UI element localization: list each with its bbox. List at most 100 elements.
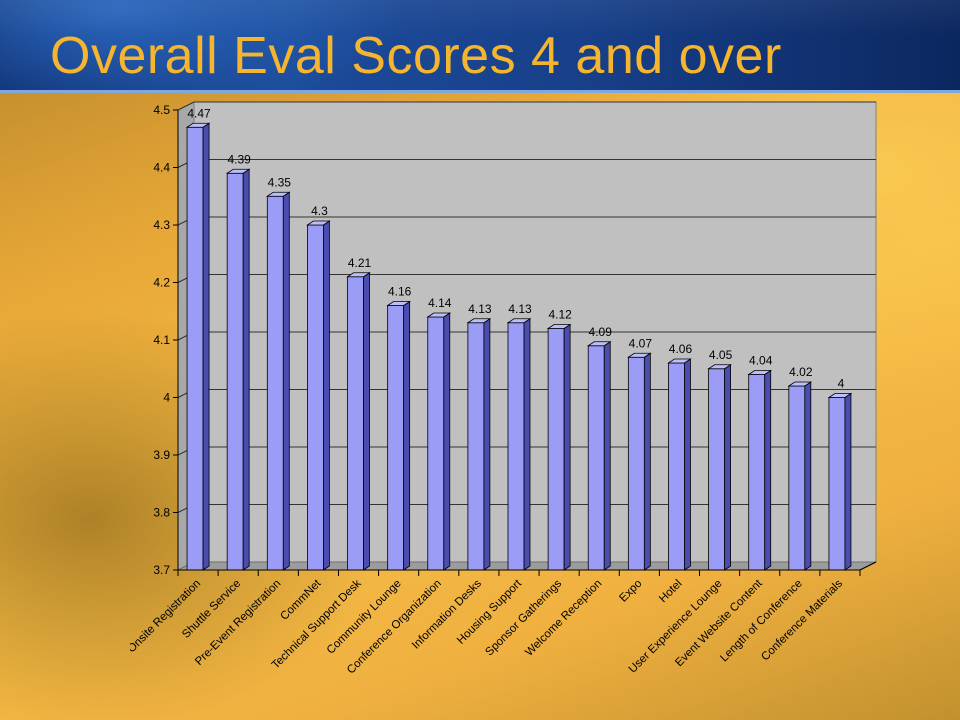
data-label: 4.3 [311, 204, 328, 218]
y-tick-label: 4.4 [153, 161, 170, 175]
data-label: 4.16 [388, 285, 412, 299]
bar-front [507, 322, 525, 571]
x-tick-label: Conference Materials [759, 577, 845, 663]
bar [627, 352, 652, 571]
bar [787, 381, 813, 571]
data-label: 4.05 [709, 348, 733, 362]
bar-front [708, 368, 725, 571]
data-label: 4.13 [468, 302, 492, 316]
bar-front [467, 322, 485, 571]
data-label: 4 [838, 377, 845, 391]
y-tick-label: 3.8 [153, 506, 170, 520]
x-tick-label: Hotel [657, 578, 684, 605]
bar-front [668, 362, 685, 571]
bar [827, 392, 853, 571]
bar-top [827, 393, 853, 398]
bar-top [747, 370, 773, 375]
data-label: 4.04 [749, 354, 773, 368]
x-tick-label: Information Desks [410, 577, 484, 651]
bar-top [546, 324, 572, 329]
y-tick-label: 4.1 [153, 333, 170, 347]
bar-side [363, 272, 370, 571]
data-label: 4.07 [629, 336, 653, 350]
bar-side [443, 312, 451, 571]
bar [185, 122, 211, 571]
bar-top [306, 220, 331, 226]
bar-top [225, 168, 251, 174]
bar [346, 272, 371, 571]
bar-front [347, 276, 364, 571]
title-bar: Overall Eval Scores 4 and over [0, 0, 960, 93]
y-tick-label: 3.9 [153, 448, 170, 462]
y-tick-label: 4 [163, 391, 170, 405]
bar-front [627, 356, 645, 571]
bar-side [603, 341, 611, 571]
data-label: 4.35 [268, 175, 292, 189]
x-tick-label: Expo [617, 578, 644, 605]
bar-front [587, 345, 605, 571]
bar-side [403, 300, 411, 571]
x-axis-depth [859, 561, 877, 571]
bar [225, 168, 251, 571]
bar [586, 341, 612, 571]
y-tick-label: 4.3 [153, 218, 170, 232]
bar-front [387, 305, 405, 571]
y-tick-label: 4.2 [153, 276, 170, 290]
bar-side [282, 191, 290, 571]
bar-side [563, 323, 571, 571]
data-label: 4.06 [669, 342, 693, 356]
bar-side [844, 392, 852, 571]
data-label: 4.21 [348, 256, 372, 270]
bar-front [186, 126, 204, 571]
y-tick-label: 4.5 [153, 103, 170, 117]
bar-side [684, 358, 691, 571]
bar-top [787, 381, 813, 387]
bar-side [483, 318, 491, 571]
bar-front [547, 328, 565, 571]
bar-side [643, 352, 651, 571]
bar-front [828, 397, 846, 571]
bar [667, 358, 692, 571]
data-label: 4.02 [789, 365, 813, 379]
gridline [177, 101, 876, 111]
bar-front [788, 385, 806, 571]
bar-top [667, 358, 692, 364]
bar-top [346, 272, 371, 278]
x-tick-label: Pre-Event Registration [193, 578, 283, 668]
bar-front [307, 224, 324, 571]
bar [306, 220, 331, 571]
data-labels: 4.47 4.39 4.35 4.3 4.21 4.16 4.14 4.13 4.13 4.12 4… [187, 106, 844, 390]
bar-top [627, 352, 652, 358]
bar-front [748, 374, 766, 571]
bar-chart: 3.7 3.8 3.9 4 4.1 4.2 4.3 4.4 4.5 4.47 4.39 4.35 4.… [130, 101, 877, 677]
bar-side [202, 122, 210, 571]
bar-side [323, 220, 330, 571]
bar-front [266, 195, 284, 571]
bar-side [523, 318, 531, 571]
data-label: 4.39 [227, 152, 251, 166]
bar-front [427, 316, 445, 571]
chart-bars [185, 122, 853, 571]
x-tick-label: Onsite Registration [130, 578, 203, 656]
y-axis: 3.7 3.8 3.9 4 4.1 4.2 4.3 4.4 4.5 [153, 103, 179, 577]
bar [466, 318, 492, 571]
bar-top [386, 301, 411, 306]
bar [546, 323, 572, 571]
data-label: 4.47 [187, 106, 211, 120]
x-tick-label: Welcome Reception [523, 578, 604, 659]
bar-top [426, 312, 452, 318]
bar [747, 369, 773, 571]
bar-top [466, 318, 492, 324]
x-tick-label: Community Lounge [325, 578, 404, 657]
bar [386, 300, 411, 571]
bar [265, 191, 291, 571]
bar-top [185, 122, 211, 128]
y-tick-label: 3.7 [153, 563, 170, 577]
bar-top [707, 364, 732, 370]
bar-side [804, 381, 812, 571]
x-tick-label: Sponsor Gatherings [483, 577, 564, 658]
bar-side [764, 369, 772, 571]
slide-title: Overall Eval Scores 4 and over [50, 27, 782, 85]
data-label: 4.09 [589, 325, 613, 339]
